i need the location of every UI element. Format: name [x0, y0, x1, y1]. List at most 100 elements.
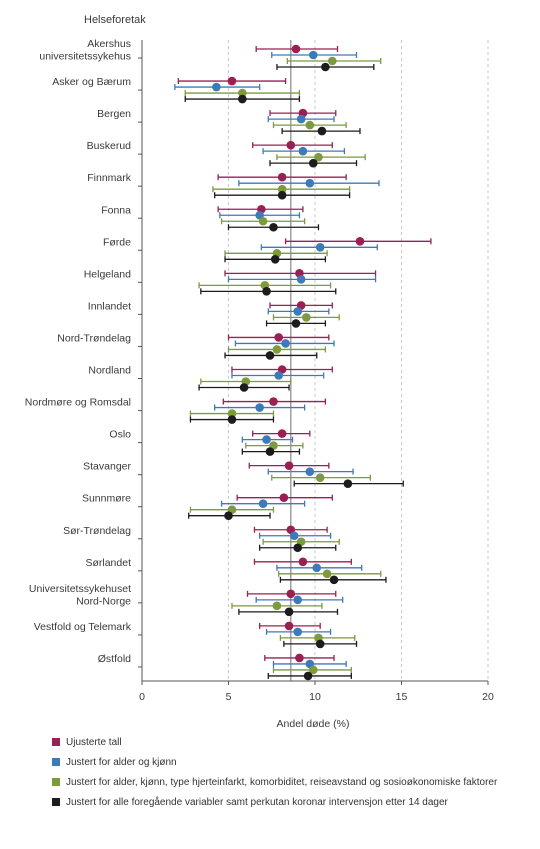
data-point	[308, 50, 318, 60]
data-point	[265, 447, 275, 456]
data-point	[321, 62, 330, 72]
data-point	[227, 415, 237, 424]
data-point	[355, 237, 365, 246]
data-point	[291, 319, 301, 328]
data-point	[296, 275, 306, 284]
data-point	[255, 403, 264, 412]
category-label: Innlandet	[88, 300, 131, 312]
category-label: Sør-Trøndelag	[63, 525, 131, 537]
legend: Ujusterte tall Justert for alder og kjønn…	[52, 736, 532, 816]
data-point	[284, 621, 294, 631]
data-point	[224, 511, 233, 520]
legend-swatch	[52, 738, 60, 746]
data-point	[315, 243, 325, 252]
data-point	[286, 589, 296, 599]
data-point	[227, 76, 237, 86]
data-point	[262, 287, 271, 296]
data-point	[274, 371, 283, 380]
category-label: Universitetssykehuset Nord-Norge	[29, 583, 131, 608]
data-point	[284, 461, 294, 470]
data-point	[343, 479, 353, 488]
category-label: Vestfold og Telemark	[34, 621, 132, 633]
data-point	[277, 184, 287, 194]
data-point	[258, 499, 268, 509]
data-point	[303, 671, 313, 681]
data-point	[272, 345, 282, 354]
x-tick-label: 5	[226, 691, 232, 703]
data-point	[293, 307, 303, 316]
legend-swatch	[52, 778, 60, 786]
category-label: Fonna	[101, 204, 131, 216]
data-point	[305, 178, 315, 188]
data-point	[269, 222, 278, 232]
legend-swatch	[52, 758, 60, 766]
category-label: Stavanger	[83, 461, 131, 473]
category-label: Nordmøre og Romsdal	[25, 397, 131, 409]
data-point	[315, 639, 325, 649]
category-label: Bergen	[97, 108, 131, 120]
data-point	[265, 351, 275, 360]
data-point	[291, 44, 301, 54]
category-label: Nordland	[88, 365, 131, 377]
data-point	[308, 158, 318, 168]
x-tick-label: 20	[482, 691, 494, 703]
data-point	[227, 409, 237, 418]
data-point	[272, 601, 282, 611]
category-label: Nord-Trøndelag	[57, 332, 131, 344]
data-point	[258, 216, 268, 226]
legend-item: Justert for alder, kjønn, type hjerteinf…	[52, 776, 532, 789]
category-label: Asker og Bærum	[52, 76, 131, 88]
category-label: Finnmark	[87, 172, 132, 184]
x-tick-label: 15	[396, 691, 408, 703]
data-point	[314, 152, 323, 162]
data-point	[286, 140, 296, 150]
data-point	[322, 569, 332, 579]
category-label: Sunnmøre	[82, 493, 131, 505]
data-point	[281, 339, 290, 348]
data-point	[269, 397, 278, 406]
x-tick-label: 10	[309, 691, 321, 703]
data-point	[317, 126, 327, 136]
data-point	[277, 172, 287, 182]
x-tick-label: 0	[139, 691, 145, 703]
category-label: Helgeland	[84, 268, 131, 280]
data-point	[308, 665, 318, 675]
data-point	[289, 531, 299, 541]
forest-plot: Helseforetak Akershus universitetssykehus A…	[25, 14, 494, 730]
category-label: Buskerud	[87, 140, 132, 152]
data-point	[262, 435, 271, 444]
data-point	[212, 82, 221, 92]
data-point	[295, 653, 304, 663]
data-point	[302, 313, 311, 322]
data-point	[238, 94, 247, 104]
data-point	[274, 333, 283, 342]
category-label: Østfold	[98, 653, 131, 665]
legend-item: Justert for alder og kjønn	[52, 756, 532, 769]
legend-item: Ujusterte tall	[52, 736, 532, 749]
data-point	[238, 88, 247, 98]
category-label: Sørlandet	[85, 557, 131, 569]
data-point	[277, 190, 287, 200]
data-point	[279, 493, 289, 503]
data-point	[293, 627, 303, 637]
legend-label: Justert for alle foregående variabler sa…	[66, 797, 448, 808]
data-point	[298, 557, 308, 567]
y-axis-title: Helseforetak	[84, 14, 146, 26]
data-point	[284, 607, 294, 617]
legend-label: Justert for alder, kjønn, type hjerteinf…	[66, 777, 498, 788]
category-label: Oslo	[109, 429, 131, 441]
data-point	[315, 473, 325, 482]
data-point	[293, 595, 303, 605]
x-axis-title: Andel døde (%)	[277, 718, 350, 730]
data-point	[305, 120, 315, 130]
data-point	[305, 467, 315, 476]
data-point	[329, 575, 339, 585]
data-point	[312, 563, 322, 573]
data-point	[270, 254, 280, 264]
data-point	[328, 56, 337, 66]
data-point	[296, 114, 306, 124]
data-point	[298, 146, 308, 156]
data-point	[293, 543, 303, 553]
category-label: Førde	[103, 236, 131, 248]
